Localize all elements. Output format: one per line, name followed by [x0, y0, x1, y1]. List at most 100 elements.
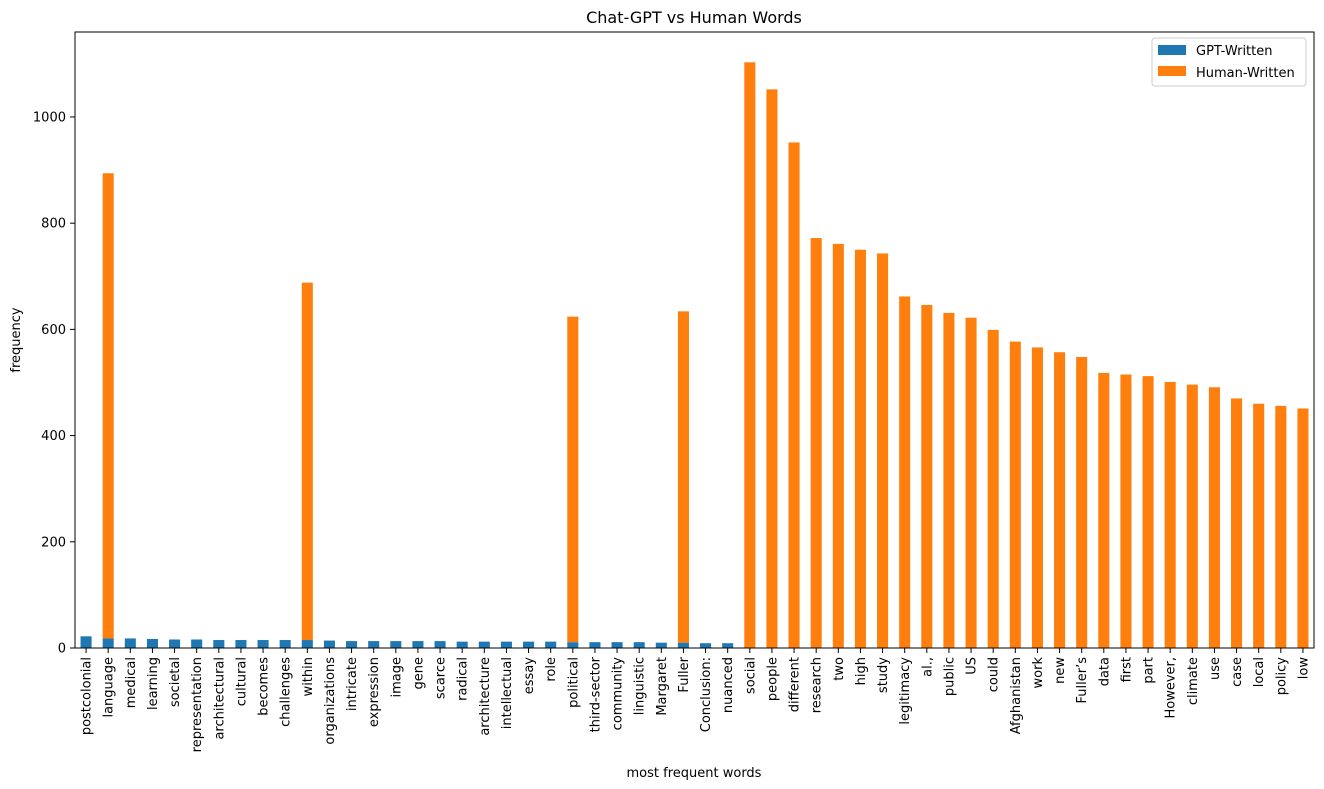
bar-human-38: [921, 304, 933, 648]
x-tick-label: However,: [1164, 657, 1179, 719]
bar-human-31: [766, 89, 778, 648]
y-tick-label: 1000: [33, 110, 66, 125]
bar-gpt-20: [523, 641, 535, 648]
x-tick-label: community: [611, 657, 626, 731]
bar-human-49: [1164, 381, 1176, 648]
x-tick-label: US: [965, 657, 980, 675]
x-tick-label: al.,: [920, 657, 935, 677]
bar-human-32: [788, 142, 800, 648]
x-tick-label: case: [1230, 657, 1245, 687]
x-tick-label: could: [987, 657, 1002, 692]
x-tick-label: societal: [168, 657, 183, 707]
bar-gpt-14: [390, 641, 402, 648]
y-tick-label: 200: [41, 535, 66, 550]
x-tick-label: climate: [1186, 657, 1201, 705]
bar-human-43: [1031, 347, 1043, 648]
x-tick-label: representation: [190, 657, 205, 752]
x-tick-label: essay: [522, 657, 537, 695]
bar-gpt-29: [722, 643, 734, 648]
legend-swatch-gpt: [1158, 45, 1186, 55]
bar-human-36: [877, 253, 889, 648]
legend-label-human: Human-Written: [1196, 66, 1295, 81]
y-tick-label: 400: [41, 429, 66, 444]
bar-gpt-4: [169, 639, 181, 648]
x-tick-label: Conclusion:: [699, 657, 714, 732]
bar-human-45: [1076, 356, 1088, 648]
x-tick-label: expression: [367, 657, 382, 727]
bar-gpt-1: [102, 638, 114, 648]
bar-human-50: [1186, 384, 1198, 648]
bar-gpt-0: [80, 636, 92, 648]
x-tick-label: language: [102, 657, 117, 718]
x-tick-label: architecture: [478, 657, 493, 736]
bar-gpt-9: [279, 640, 291, 648]
x-tick-label: Fuller’s: [1075, 657, 1090, 704]
bar-human-52: [1231, 398, 1243, 648]
y-tick-label: 0: [58, 642, 66, 657]
bar-gpt-11: [323, 640, 335, 648]
x-tick-label: Fuller: [677, 656, 692, 692]
bar-human-47: [1120, 374, 1132, 648]
plot-frame: [74, 31, 1315, 649]
bar-gpt-16: [434, 641, 446, 648]
x-axis-label: most frequent words: [627, 766, 762, 781]
bar-human-54: [1275, 405, 1287, 648]
x-tick-label: within: [301, 657, 316, 696]
x-tick-label: research: [810, 657, 825, 713]
bar-gpt-13: [368, 641, 380, 648]
x-tick-label: Afghanistan: [1009, 657, 1024, 734]
legend-label-gpt: GPT-Written: [1196, 44, 1272, 59]
x-tick-label: new: [1053, 657, 1068, 684]
bar-gpt-22: [567, 642, 579, 648]
legend: GPT-Written Human-Written: [1151, 37, 1307, 87]
bar-human-10: [301, 282, 313, 641]
y-axis: 0 200 400 600 800 1000: [33, 110, 75, 657]
x-tick-label: first: [1119, 657, 1134, 682]
legend-swatch-human: [1158, 66, 1186, 76]
x-tick-label: cultural: [234, 657, 249, 706]
x-tick-label: radical: [456, 657, 471, 701]
x-tick-label: data: [1097, 657, 1112, 686]
bar-human-48: [1142, 376, 1154, 648]
bar-gpt-26: [655, 642, 667, 648]
x-tick-label: different: [788, 657, 803, 712]
bar-human-1: [102, 173, 114, 639]
bar-gpt-21: [545, 641, 557, 648]
x-tick-label: political: [566, 657, 581, 708]
x-tick-label: organizations: [323, 657, 338, 745]
x-tick-label: image: [389, 657, 404, 698]
x-tick-label: legitimacy: [898, 657, 913, 725]
x-tick-label: scarce: [434, 657, 449, 699]
bar-gpt-23: [589, 642, 601, 648]
x-tick-label: local: [1252, 657, 1267, 687]
bar-human-33: [810, 238, 822, 648]
x-tick-label: Margaret: [655, 657, 670, 716]
x-tick-label: policy: [1274, 657, 1289, 696]
bar-gpt-19: [500, 641, 512, 648]
x-tick-label: people: [765, 657, 780, 701]
x-tick-label: linguistic: [633, 657, 648, 715]
bar-human-39: [943, 312, 955, 648]
bar-gpt-2: [124, 638, 136, 648]
x-tick-label: two: [832, 657, 847, 681]
bar-human-51: [1208, 387, 1220, 648]
bar-gpt-15: [412, 641, 424, 648]
bar-human-27: [677, 311, 689, 643]
x-tick-label: becomes: [257, 657, 272, 716]
bar-gpt-5: [191, 639, 203, 648]
bar-human-46: [1098, 372, 1110, 648]
chart-title: Chat-GPT vs Human Words: [586, 8, 802, 27]
bar-gpt-10: [301, 640, 313, 648]
x-tick-label: work: [1031, 657, 1046, 689]
x-tick-label: role: [544, 657, 559, 682]
bar-gpt-6: [213, 640, 225, 648]
x-tick-label: postcolonial: [80, 657, 95, 735]
x-tick-label: intellectual: [500, 657, 515, 729]
y-tick-label: 600: [41, 323, 66, 338]
bar-human-30: [744, 62, 756, 648]
x-tick-label: architectural: [212, 657, 227, 740]
x-tick-label: intricate: [345, 657, 360, 711]
bar-human-42: [1009, 341, 1021, 648]
x-tick-label: medical: [124, 657, 139, 708]
